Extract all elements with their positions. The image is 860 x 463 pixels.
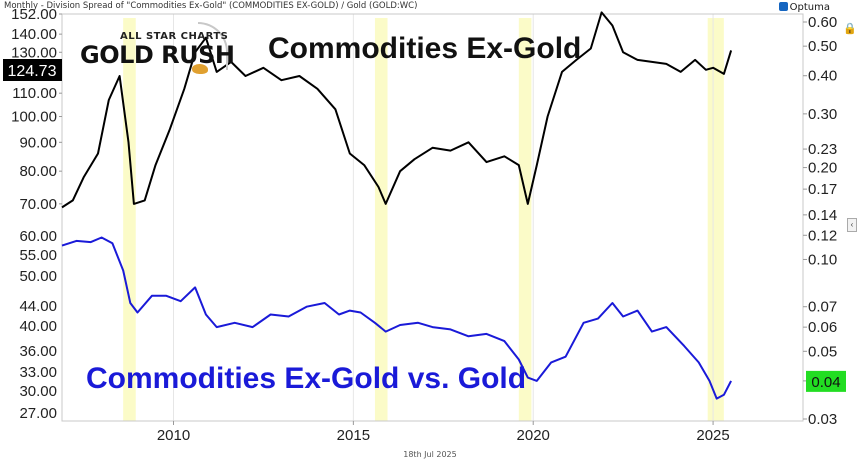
left-scale-label: 27.00	[19, 405, 57, 422]
collapse-panel-button[interactable]: ‹	[847, 218, 857, 232]
right-tick-label: 0.20	[808, 160, 837, 177]
upper-last-value-tag	[3, 59, 62, 81]
left-scale-label: 60.00	[19, 228, 57, 245]
all-star-charts-logo: ALL STAR CHARTS GOLD RUSH	[80, 22, 235, 84]
right-tick-label: 0.05	[808, 343, 837, 360]
chart-description: Monthly - Division Spread of "Commoditie…	[4, 1, 418, 11]
right-tick-label: 0.12	[808, 227, 837, 244]
upper-chart-title: Commodities Ex-Gold	[268, 32, 582, 65]
series-layer	[61, 11, 733, 400]
lower-chart-title: Commodities Ex-Gold vs. Gold	[86, 362, 527, 395]
x-tick-label: 2020	[517, 427, 550, 444]
x-tick-label: 2015	[337, 427, 370, 444]
left-scale-label: 30.00	[19, 383, 57, 400]
left-tick-label: 130.00	[11, 44, 57, 61]
logo-line2: GOLD RUSH	[80, 41, 235, 69]
highlight-layer	[123, 18, 724, 421]
footer-date: 18th Jul 2025	[403, 450, 457, 459]
left-tick-label: 70.00	[19, 196, 57, 213]
left-tick-label: 152.00	[11, 6, 57, 23]
right-tick-label: 0.30	[808, 106, 837, 123]
highlight-band-3	[707, 18, 724, 421]
right-tick-label: 0.03	[808, 411, 837, 428]
x-tick-label: 2010	[157, 427, 190, 444]
x-tick-label: 2025	[696, 427, 729, 444]
left-tick-label: 80.00	[19, 163, 57, 180]
upper-last-value: 124.73	[8, 63, 57, 80]
left-tick-label: 100.00	[11, 109, 57, 126]
highlight-band-2	[518, 18, 532, 421]
right-tick-label: 0.10	[808, 251, 837, 268]
lock-icon[interactable]: 🔒	[843, 23, 857, 35]
left-scale-label: 40.00	[19, 318, 57, 335]
right-tick-label: 0.60	[808, 14, 837, 31]
gridlines	[173, 14, 714, 421]
right-tick-label: 0.40	[808, 68, 837, 85]
left-tick-label: 110.00	[12, 85, 57, 102]
left-scale-label: 33.00	[19, 364, 57, 381]
right-tick-label: 0.14	[808, 207, 837, 224]
right-tick-label: 0.06	[808, 319, 837, 336]
right-tick-label: 0.23	[808, 141, 837, 158]
left-scale-label: 44.00	[19, 298, 57, 315]
right-tick-label: 0.50	[808, 38, 837, 55]
left-scale-label: 50.00	[19, 268, 57, 285]
right-tick-label: 0.07	[808, 299, 837, 316]
plot-frame	[61, 13, 804, 422]
highlight-band-1	[374, 18, 388, 421]
left-tick-label: 90.00	[19, 134, 57, 151]
left-tick-label: 140.00	[11, 26, 57, 43]
ratio-line	[61, 236, 732, 400]
lower-last-value: 0.04	[811, 374, 840, 391]
left-scale-label: 36.00	[19, 343, 57, 360]
logo-line1: ALL STAR CHARTS	[120, 31, 229, 42]
commodities-line	[61, 11, 733, 209]
lower-last-value-tag	[806, 370, 846, 392]
gold-nugget-icon	[192, 64, 208, 74]
optuma-logo-icon	[778, 2, 788, 11]
left-scale-label: 55.00	[19, 247, 57, 264]
right-tick-label: 0.17	[808, 181, 837, 198]
brand-label: Optuma	[778, 2, 830, 13]
